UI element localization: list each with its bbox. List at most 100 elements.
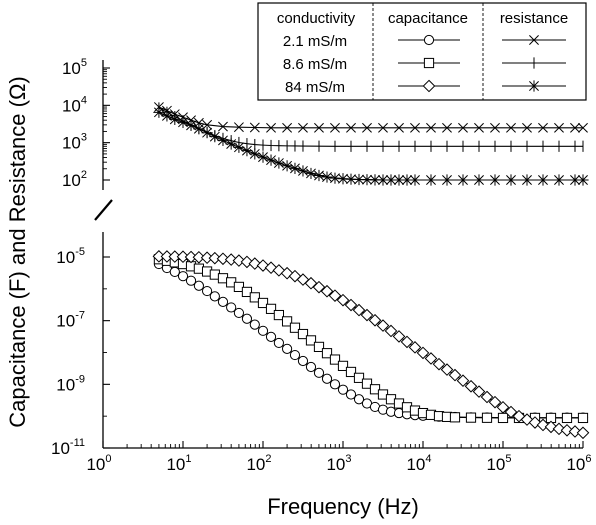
legend-samples — [398, 34, 566, 93]
marker-circle — [209, 291, 220, 302]
marker-diamond — [560, 423, 574, 437]
marker-diamond — [336, 293, 350, 307]
marker-square — [423, 57, 435, 69]
marker-asterisk — [289, 162, 301, 174]
marker-square — [289, 322, 301, 333]
marker-circle — [273, 337, 284, 349]
marker-x — [362, 122, 372, 133]
marker-diamond — [496, 400, 510, 414]
marker-circle — [185, 275, 197, 286]
marker-square — [561, 412, 573, 424]
marker-x — [314, 122, 324, 133]
legend-row-label: 8.6 mS/m — [283, 56, 347, 73]
marker-asterisk — [249, 148, 261, 160]
marker-asterisk — [305, 167, 317, 180]
marker-asterisk — [217, 134, 229, 147]
marker-asterisk — [553, 174, 565, 186]
legend-header-conductivity: conductivity — [277, 10, 356, 27]
marker-diamond — [552, 422, 566, 436]
marker-diamond — [408, 341, 422, 354]
marker-diamond — [208, 251, 222, 265]
marker-x — [529, 35, 539, 45]
marker-circle — [423, 34, 435, 46]
marker-square — [249, 292, 260, 303]
marker-asterisk — [577, 174, 589, 186]
marker-asterisk — [193, 123, 205, 135]
marker-asterisk — [345, 173, 357, 185]
marker-circle — [226, 302, 237, 313]
marker-asterisk — [425, 174, 437, 186]
marker-asterisk — [329, 172, 341, 184]
x-tick-label: 101 — [166, 453, 191, 474]
marker-square — [281, 316, 293, 327]
marker-diamond — [200, 251, 214, 265]
marker-square — [313, 341, 325, 352]
marker-diamond — [464, 379, 478, 393]
x-tick-label: 105 — [486, 453, 511, 474]
marker-diamond — [368, 313, 382, 327]
marker-circle — [321, 373, 333, 384]
marker-asterisk — [169, 113, 181, 125]
marker-x — [458, 122, 468, 133]
marker-asterisk — [377, 174, 389, 186]
marker-asterisk — [161, 110, 173, 122]
marker-diamond — [376, 319, 390, 332]
marker-asterisk — [528, 80, 540, 92]
marker-x — [506, 122, 516, 133]
marker-x — [490, 122, 500, 133]
marker-asterisk — [313, 169, 325, 182]
marker-circle — [265, 331, 277, 342]
marker-diamond — [440, 363, 454, 376]
legend-header-capacitance: capacitance — [388, 10, 468, 27]
marker-asterisk — [489, 174, 501, 186]
marker-square — [449, 412, 461, 423]
axes — [94, 60, 584, 449]
marker-diamond — [224, 253, 238, 266]
marker-diamond — [432, 357, 446, 371]
marker-x — [522, 122, 532, 133]
marker-x — [538, 122, 548, 133]
marker-asterisk — [569, 174, 581, 186]
marker-square — [353, 372, 365, 383]
marker-square — [337, 360, 349, 371]
marker-circle — [201, 285, 213, 297]
marker-asterisk — [537, 174, 549, 186]
marker-circle — [313, 367, 325, 378]
marker-x — [474, 122, 484, 133]
marker-square — [297, 328, 309, 340]
marker-circle — [241, 313, 253, 324]
x-tick-label: 102 — [246, 453, 271, 474]
marker-asterisk — [385, 174, 397, 186]
x-tick-label: 106 — [566, 453, 591, 474]
x-axis-title: Frequency (Hz) — [267, 494, 419, 519]
series-capacitance-square — [153, 254, 589, 424]
marker-diamond — [320, 284, 334, 298]
axis-break-mark — [94, 199, 113, 221]
marker-x — [578, 122, 588, 133]
marker-square — [345, 366, 357, 378]
marker-asterisk — [281, 160, 293, 172]
marker-asterisk — [441, 174, 453, 186]
y-tick-label: 10-9 — [56, 373, 85, 394]
y-tick-label: 10-5 — [56, 246, 85, 267]
marker-diamond — [232, 254, 246, 267]
marker-asterisk — [521, 174, 533, 186]
marker-diamond — [176, 250, 190, 264]
tick-labels: 100 101 102 103 104 105 106 102 103 104 105 10-5 10-… — [51, 57, 592, 474]
marker-x — [202, 119, 213, 130]
marker-diamond — [384, 324, 398, 338]
marker-diamond — [472, 385, 486, 398]
marker-x — [330, 122, 340, 133]
x-tick-label: 104 — [406, 453, 431, 474]
marker-diamond — [344, 298, 358, 312]
marker-asterisk — [273, 157, 285, 169]
marker-diamond — [216, 252, 230, 266]
marker-asterisk — [393, 174, 405, 186]
marker-circle — [305, 361, 317, 373]
y-tick-label: 105 — [62, 57, 87, 78]
marker-x — [378, 122, 388, 133]
marker-x — [298, 122, 308, 133]
marker-circle — [329, 379, 341, 390]
y-axis-title: Capacitance (F) and Resistance (Ω) — [5, 76, 30, 427]
marker-diamond — [328, 289, 342, 302]
